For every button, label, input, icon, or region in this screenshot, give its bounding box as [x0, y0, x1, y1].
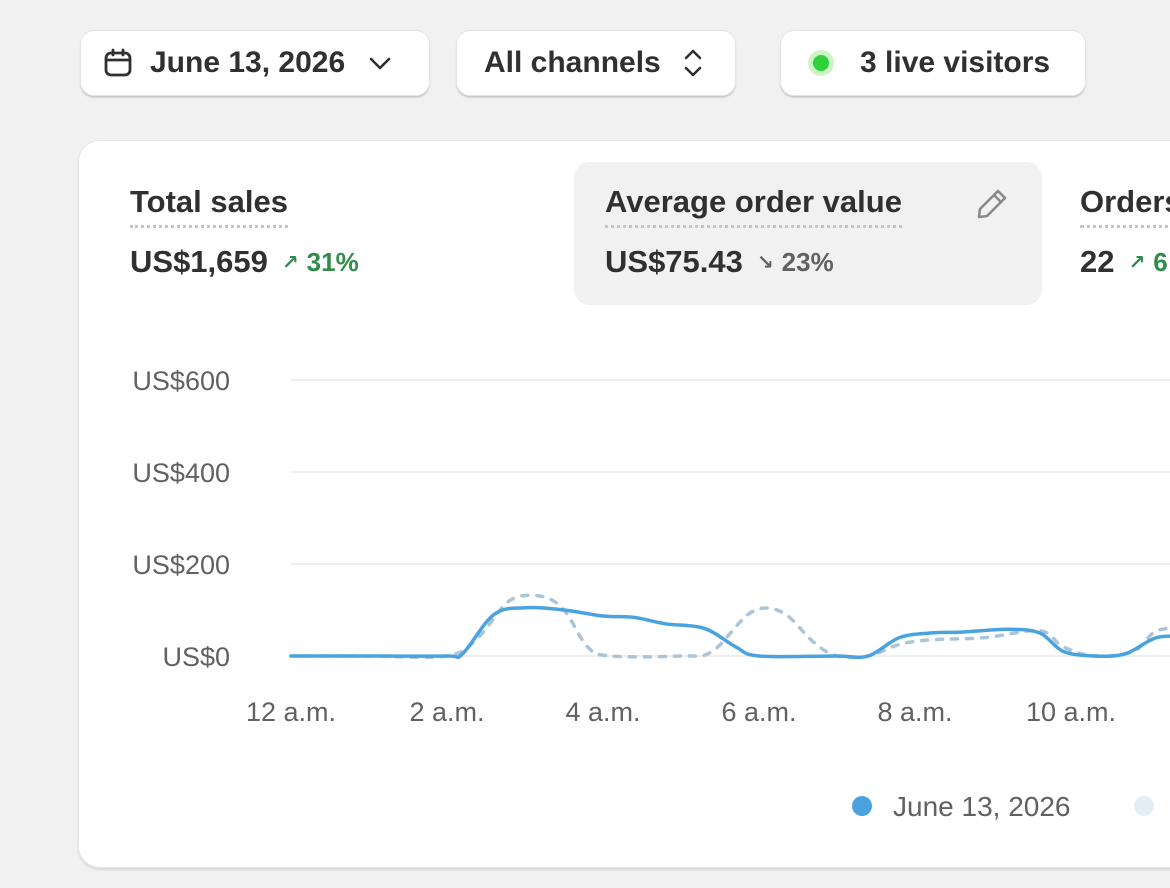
change-value: 6: [1153, 246, 1168, 277]
x-tick-label: 2 a.m.: [409, 697, 484, 727]
change-value: 23%: [781, 246, 834, 277]
metric-title: Orders: [1080, 184, 1170, 228]
calendar-icon: [102, 47, 134, 79]
change-badge: ↗ 6: [1128, 247, 1167, 278]
legend-swatch-current: [852, 796, 872, 816]
y-tick-label: US$0: [162, 642, 230, 672]
change-value: 31%: [306, 246, 359, 277]
channel-label: All channels: [484, 46, 661, 79]
sales-line-chart: US$600 US$400 US$200 US$0 12 a.m. 2 a.m. 4 a.m…: [132, 366, 1170, 822]
analytics-card: Total sales US$1,659 ↗ 31% Average order…: [78, 140, 1170, 868]
metric-average-order-value[interactable]: Average order value US$75.43 ↘ 23%: [574, 162, 1042, 305]
x-tick-label: 4 a.m.: [565, 697, 640, 727]
legend-swatch-comparison: [1134, 796, 1154, 816]
x-tick-label: 8 a.m.: [877, 697, 952, 727]
current-series-line: [289, 605, 1170, 660]
arrow-up-right-icon: ↗: [281, 251, 299, 274]
metric-value: 22: [1080, 244, 1115, 279]
y-tick-label: US$600: [132, 366, 230, 396]
x-tick-label: 10 a.m.: [1026, 697, 1116, 727]
chevron-down-icon: [367, 50, 393, 76]
y-tick-label: US$400: [132, 458, 230, 488]
change-badge: ↘ 23%: [757, 247, 834, 278]
change-badge: ↗ 31%: [282, 247, 359, 278]
arrow-down-right-icon: ↘: [756, 251, 774, 274]
comparison-series-line: [289, 593, 1170, 660]
metric-value: US$1,659: [130, 244, 268, 279]
live-dot-icon: [808, 50, 834, 76]
metric-total-sales[interactable]: Total sales US$1,659 ↗ 31%: [130, 162, 550, 305]
x-tick-label: 6 a.m.: [721, 697, 796, 727]
date-label: June 13, 2026: [150, 46, 346, 79]
select-arrows-icon: [681, 45, 705, 81]
metric-title: Average order value: [605, 184, 902, 228]
arrow-up-right-icon: ↗: [1128, 251, 1146, 274]
legend-label-current: June 13, 2026: [893, 791, 1071, 822]
metric-title: Total sales: [130, 184, 288, 228]
pencil-icon[interactable]: [974, 186, 1010, 227]
live-visitors-button[interactable]: 3 live visitors: [780, 30, 1086, 96]
channel-select[interactable]: All channels: [456, 30, 736, 96]
live-visitors-label: 3 live visitors: [860, 46, 1051, 79]
metric-value: US$75.43: [605, 244, 743, 279]
y-tick-label: US$200: [132, 550, 230, 580]
date-picker-button[interactable]: June 13, 2026: [80, 30, 430, 96]
metric-orders[interactable]: Orders 22 ↗ 6: [1080, 162, 1170, 305]
x-tick-label: 12 a.m.: [246, 697, 336, 727]
